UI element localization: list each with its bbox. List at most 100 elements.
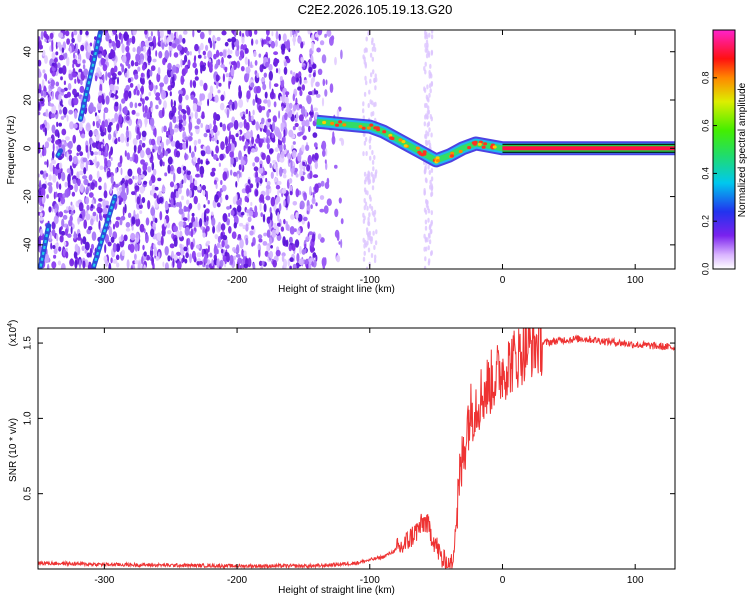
noise-speckle bbox=[213, 37, 217, 42]
noise-speckle bbox=[70, 210, 74, 216]
noise-speckle bbox=[326, 177, 330, 185]
noise-speckle bbox=[220, 63, 225, 69]
noise-speckle bbox=[255, 121, 260, 131]
noise-speckle bbox=[52, 245, 56, 249]
noise-speckle bbox=[213, 124, 218, 134]
noise-speckle bbox=[121, 249, 125, 256]
band-speckle bbox=[363, 243, 366, 249]
noise-speckle bbox=[90, 151, 94, 156]
noise-speckle bbox=[98, 150, 102, 156]
noise-speckle bbox=[270, 196, 276, 207]
noise-speckle bbox=[148, 46, 151, 56]
noise-speckle bbox=[50, 113, 56, 119]
noise-speckle bbox=[171, 105, 177, 114]
noise-speckle bbox=[222, 123, 227, 132]
noise-speckle bbox=[131, 216, 136, 225]
noise-speckle bbox=[53, 248, 58, 255]
noise-speckle bbox=[193, 195, 198, 205]
noise-speckle bbox=[44, 141, 50, 149]
noise-speckle bbox=[170, 164, 174, 172]
band-speckle bbox=[425, 178, 428, 184]
noise-speckle bbox=[188, 121, 193, 131]
noise-speckle bbox=[74, 48, 78, 53]
band-speckle bbox=[370, 72, 373, 78]
noise-speckle bbox=[310, 204, 313, 210]
noise-speckle bbox=[197, 157, 201, 165]
noise-speckle bbox=[181, 179, 184, 185]
noise-speckle bbox=[241, 248, 244, 257]
noise-speckle bbox=[98, 185, 102, 191]
noise-speckle bbox=[135, 217, 141, 227]
noise-speckle bbox=[170, 112, 174, 117]
noise-speckle bbox=[296, 30, 300, 33]
noise-speckle bbox=[110, 48, 114, 58]
noise-speckle bbox=[109, 122, 113, 126]
noise-speckle bbox=[157, 67, 161, 75]
noise-speckle bbox=[308, 91, 314, 96]
noise-speckle bbox=[172, 258, 175, 268]
noise-speckle bbox=[132, 175, 135, 180]
noise-speckle bbox=[240, 211, 245, 216]
noise-speckle bbox=[173, 127, 179, 133]
band-speckle bbox=[373, 47, 377, 53]
noise-speckle bbox=[291, 76, 296, 85]
noise-speckle bbox=[206, 240, 211, 245]
noise-speckle bbox=[322, 149, 326, 157]
noise-speckle bbox=[200, 159, 203, 165]
noise-speckle bbox=[283, 129, 286, 138]
noise-speckle bbox=[162, 184, 165, 194]
noise-speckle bbox=[205, 208, 210, 214]
noise-speckle bbox=[157, 136, 162, 142]
band-speckle bbox=[367, 247, 371, 253]
noise-speckle bbox=[305, 119, 310, 127]
noise-speckle bbox=[279, 166, 283, 177]
noise-speckle bbox=[70, 226, 73, 235]
band-speckle bbox=[426, 84, 429, 90]
noise-speckle bbox=[284, 96, 290, 104]
band-speckle bbox=[427, 131, 430, 137]
noise-speckle bbox=[319, 208, 325, 213]
noise-speckle bbox=[291, 149, 297, 159]
noise-speckle bbox=[141, 256, 144, 265]
band-speckle bbox=[375, 229, 378, 235]
noise-speckle bbox=[245, 66, 251, 71]
noise-speckle bbox=[260, 138, 264, 144]
noise-speckle bbox=[38, 147, 41, 154]
noise-speckle bbox=[115, 167, 118, 174]
band-speckle bbox=[423, 233, 426, 239]
colorbar-tick-label: 0.8 bbox=[700, 72, 710, 85]
noise-speckle bbox=[254, 60, 258, 66]
noise-speckle bbox=[173, 225, 178, 232]
noise-speckle bbox=[206, 190, 208, 201]
noise-speckle bbox=[189, 51, 192, 56]
noise-speckle bbox=[211, 167, 216, 172]
noise-speckle bbox=[217, 89, 221, 94]
band-speckle bbox=[424, 237, 428, 243]
noise-speckle bbox=[125, 115, 130, 121]
noise-speckle bbox=[38, 111, 41, 116]
noise-speckle bbox=[292, 263, 297, 269]
noise-speckle bbox=[201, 184, 206, 191]
trace-spot bbox=[389, 136, 394, 140]
noise-speckle bbox=[298, 258, 304, 266]
noise-speckle bbox=[113, 183, 120, 188]
noise-speckle bbox=[257, 243, 260, 251]
noise-speckle bbox=[288, 178, 293, 184]
noise-speckle bbox=[54, 208, 57, 214]
noise-speckle bbox=[152, 262, 155, 269]
noise-speckle bbox=[106, 170, 111, 178]
band-speckle bbox=[365, 80, 368, 86]
noise-speckle bbox=[137, 83, 141, 91]
noise-speckle bbox=[313, 107, 318, 112]
noise-speckle bbox=[40, 187, 46, 197]
noise-speckle bbox=[47, 137, 52, 142]
noise-speckle bbox=[315, 81, 320, 87]
noise-speckle bbox=[60, 230, 66, 236]
noise-speckle bbox=[208, 30, 212, 36]
noise-speckle bbox=[133, 144, 137, 153]
noise-speckle bbox=[241, 36, 245, 44]
noise-speckle bbox=[274, 39, 278, 48]
noise-speckle bbox=[136, 134, 140, 141]
noise-speckle bbox=[150, 151, 153, 160]
noise-speckle bbox=[66, 206, 69, 211]
